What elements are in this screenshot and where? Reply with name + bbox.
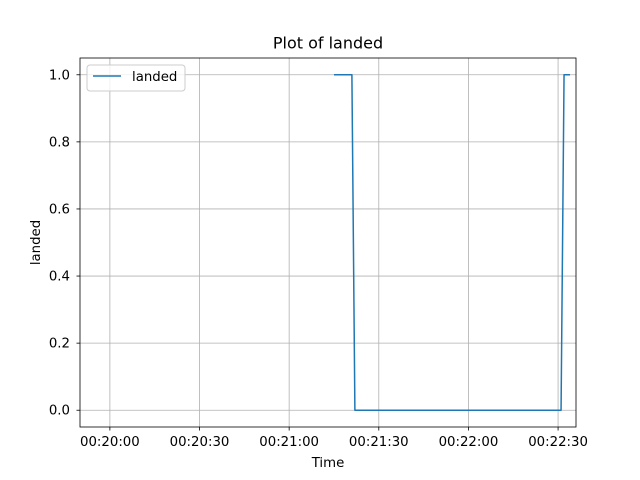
legend-box: [86, 64, 186, 92]
y-axis-label: landed: [29, 220, 44, 265]
x-tick-label: 00:22:00: [439, 435, 499, 450]
y-tick-label: 0.2: [49, 337, 70, 352]
y-tick-label: 0.4: [49, 270, 70, 285]
x-tick-label: 00:22:30: [528, 435, 588, 450]
legend-label: landed: [132, 70, 177, 85]
series-layer: [333, 74, 571, 411]
chart-title: Plot of landed: [273, 34, 383, 53]
x-tick-label: 00:21:30: [349, 435, 409, 450]
x-axis-label: Time: [311, 456, 345, 471]
y-tick-label: 0.0: [49, 404, 70, 419]
ticks: 00:20:00 00:20:30 00:21:00 00:21:30 00:22:00…: [49, 68, 588, 450]
grid: [80, 58, 576, 427]
x-tick-label: 00:20:30: [170, 435, 230, 450]
x-tick-label: 00:21:00: [259, 435, 319, 450]
series-line-landed: [333, 74, 571, 411]
y-tick-label: 0.6: [49, 202, 70, 217]
x-tick-label: 00:20:00: [80, 435, 140, 450]
plot-frame: [79, 57, 577, 428]
y-tick-label: 0.8: [49, 135, 70, 150]
y-tick-label: 1.0: [49, 68, 70, 83]
legend: landed: [86, 64, 186, 92]
